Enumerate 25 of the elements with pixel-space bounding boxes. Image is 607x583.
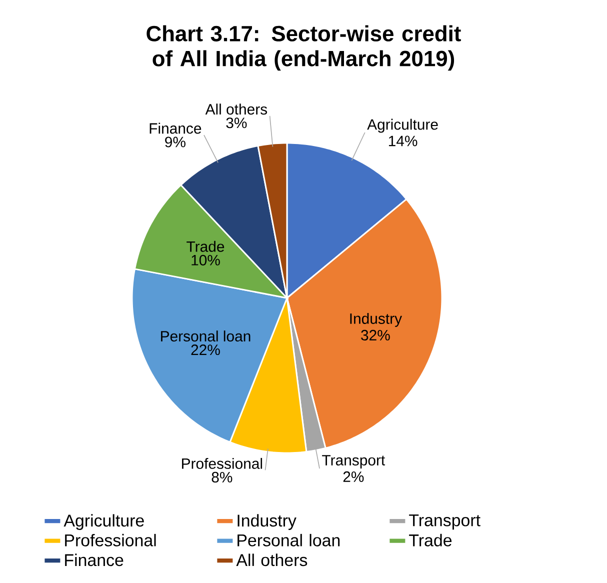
legend-label: Agriculture — [64, 514, 144, 530]
slice-label: Professional — [182, 458, 262, 469]
legend-label: Finance — [65, 554, 124, 566]
slice-label: Transport — [322, 455, 386, 468]
legend-label: Personal loan — [238, 534, 340, 546]
legend-label: Transport — [409, 514, 480, 530]
slice-label: All others — [205, 104, 268, 115]
chart-title: Chart 3.17: Sector-wise credit of All India (end-March 2019) — [146, 25, 461, 71]
data-label: 10% — [192, 254, 220, 266]
legend-label: Trade — [409, 534, 452, 546]
data-label: 14% — [388, 136, 418, 146]
data-label: 3% — [226, 118, 247, 128]
data-label: 8% — [212, 472, 232, 482]
slice-label: Finance — [150, 122, 202, 134]
data-label: 2% — [343, 471, 364, 482]
legend-label: Industry — [238, 514, 296, 530]
slice-label: Industry — [350, 312, 402, 327]
slice-label: Agriculture — [367, 118, 438, 133]
slice-label: Personal loan — [161, 330, 250, 342]
data-label: 22% — [191, 344, 220, 356]
legend-label: Professional — [65, 534, 156, 546]
legend-label: All others — [236, 554, 308, 566]
slice-label: Trade — [186, 240, 224, 252]
data-label: 9% — [165, 136, 186, 148]
data-label: 32% — [361, 330, 390, 340]
